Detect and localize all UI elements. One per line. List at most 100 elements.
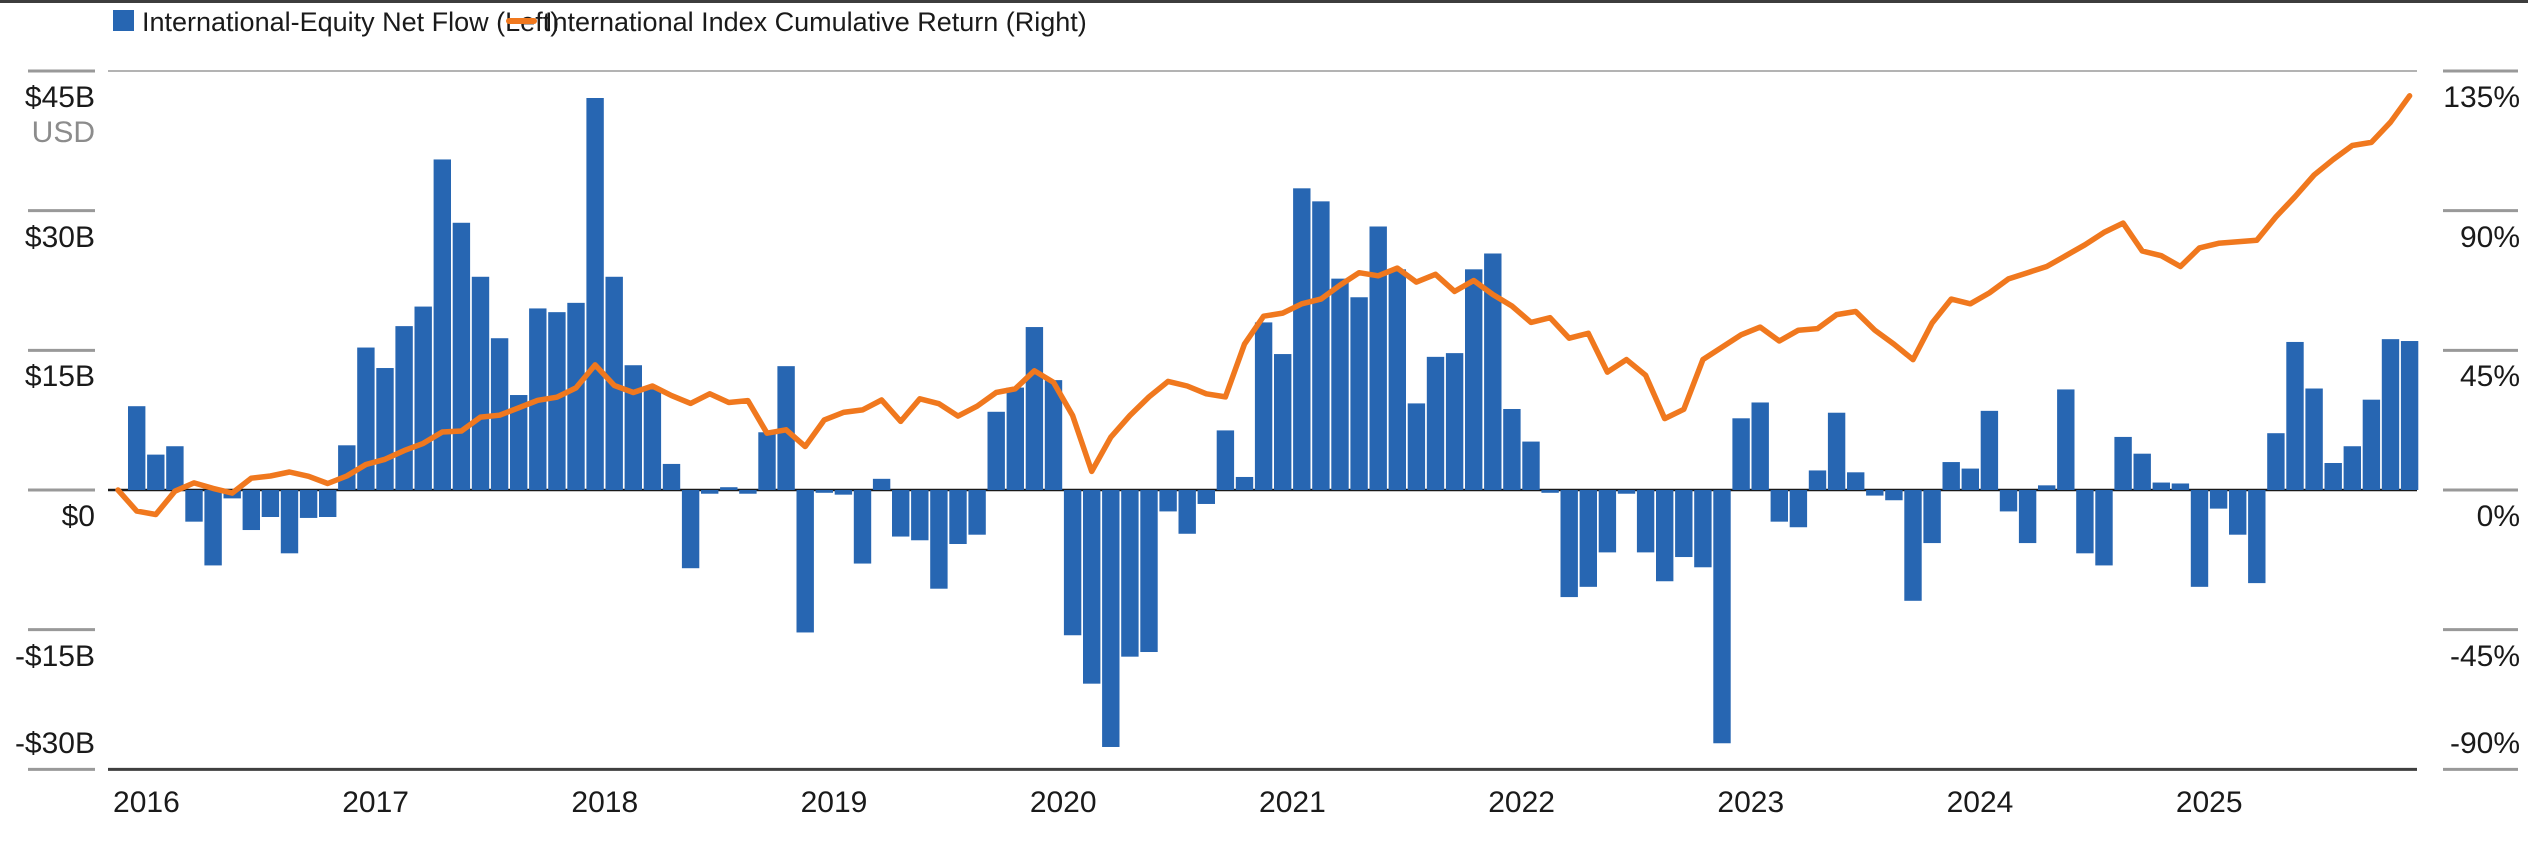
flow-bar-2023-05 (1808, 470, 1827, 490)
flow-bar-2025-04 (2248, 490, 2266, 584)
flow-bar-2024-03 (1999, 490, 2018, 512)
flow-bar-2017-09 (510, 395, 528, 490)
flow-bar-2018-09 (739, 490, 757, 494)
right-axis-tick-label: 0% (2476, 500, 2520, 533)
flow-bar-2018-08 (720, 487, 738, 490)
year-label-2018: 2018 (571, 786, 639, 819)
left-axis-tick-label: $45B (24, 81, 95, 114)
flow-bar-2021-07 (1388, 269, 1406, 490)
flow-bar-2022-05 (1579, 490, 1597, 587)
flow-bar-2020-03 (1083, 490, 1101, 684)
left-axis-tick-label: -$15B (14, 639, 95, 673)
top-rule (0, 0, 2528, 3)
flow-bar-2024-04 (2018, 490, 2037, 544)
flow-bar-2019-06 (911, 490, 929, 541)
flow-bar-2019-10 (987, 411, 1005, 490)
flow-bar-2020-10 (1216, 430, 1235, 490)
flow-bar-2023-03 (1770, 490, 1788, 522)
flow-bar-2019-03 (853, 490, 872, 564)
flow-bar-2025-10 (2362, 399, 2381, 490)
flow-series-swatch (113, 10, 134, 31)
flow-bar-2022-02 (1522, 441, 1540, 490)
flow-bar-2021-08 (1407, 403, 1426, 490)
flow-bar-2020-02 (1063, 490, 1082, 636)
year-label-2020: 2020 (1029, 786, 1097, 819)
flow-bar-2016-03 (166, 446, 184, 490)
flow-bar-2022-03 (1541, 490, 1559, 493)
flow-bar-2020-07 (1159, 490, 1177, 512)
cumulative-return-line (115, 93, 2413, 518)
flow-bar-2016-10 (299, 490, 318, 518)
right-axis-tick-label: 135% (2443, 81, 2520, 114)
flow-bar-2016-05 (204, 490, 222, 566)
flow-bar-2025-12 (2400, 341, 2419, 490)
flow-bar-2019-11 (1006, 387, 1024, 490)
year-label-2021: 2021 (1259, 786, 1326, 819)
flow-bar-2022-04 (1560, 490, 1578, 598)
flow-bar-2016-11 (319, 490, 337, 518)
left-axis-tick-label: $15B (24, 360, 95, 394)
flow-bar-2024-10 (2133, 453, 2151, 490)
flow-bar-2017-05 (433, 159, 451, 491)
year-label-2016: 2016 (113, 786, 180, 819)
flow-bar-2021-11 (1465, 269, 1483, 490)
left-axis-tick-label: -$30B (14, 727, 95, 761)
year-label-2017: 2017 (342, 786, 409, 819)
flow-bar-2017-03 (395, 326, 413, 490)
flow-bar-2024-07 (2076, 490, 2094, 554)
flow-bar-2019-05 (892, 490, 910, 537)
left-axis-unit-label: USD (31, 116, 95, 149)
flow-bar-2016-12 (338, 445, 356, 490)
flow-bar-2017-04 (414, 306, 432, 490)
flow-bar-2017-07 (471, 276, 490, 490)
flow-bar-2016-02 (147, 454, 165, 490)
flow-bar-2021-12 (1484, 253, 1502, 490)
flow-bar-2018-05 (662, 463, 681, 490)
flow-bar-2024-11 (2152, 482, 2170, 490)
flow-bar-2019-01 (815, 490, 833, 493)
flow-bar-2021-02 (1293, 188, 1311, 490)
flow-bar-2022-01 (1503, 408, 1521, 490)
left-axis-tick-label: $30B (24, 220, 95, 254)
flow-bar-2019-12 (1025, 327, 1044, 490)
flow-bar-2022-11 (1694, 490, 1712, 568)
flow-bar-2023-02 (1751, 402, 1769, 490)
flow-bar-2017-12 (567, 302, 585, 490)
left-axis-tick-label: $0 (61, 500, 95, 533)
right-axis-tick-label: -45% (2449, 639, 2520, 673)
flow-bar-2023-04 (1789, 490, 1808, 528)
flow-bar-2022-06 (1598, 490, 1617, 553)
flow-bar-2021-06 (1369, 226, 1387, 491)
flow-bar-2022-12 (1713, 490, 1731, 744)
flow-bar-2020-01 (1044, 380, 1063, 490)
flow-bar-2019-07 (930, 490, 948, 589)
flow-bar-2018-07 (701, 490, 719, 494)
flow-bar-2023-01 (1732, 418, 1750, 490)
flow-bar-2025-07 (2305, 388, 2323, 490)
flow-bar-2016-08 (261, 490, 280, 518)
flow-bar-2021-09 (1426, 356, 1445, 490)
right-axis-tick-label: 90% (2459, 220, 2520, 254)
flow-bar-2024-02 (1980, 410, 1999, 490)
flow-bar-2025-03 (2229, 490, 2247, 535)
flow-bar-2018-12 (796, 490, 814, 633)
right-axis-tick-label: -90% (2449, 727, 2520, 761)
flow-bar-2016-01 (128, 406, 146, 490)
flow-bar-2024-01 (1961, 468, 1979, 490)
flow-bar-2023-08 (1866, 490, 1884, 496)
right-axis-tick-label: 45% (2459, 360, 2520, 394)
year-label-2023: 2023 (1717, 786, 1785, 819)
flow-bar-2022-08 (1636, 490, 1655, 553)
flow-bar-2020-04 (1102, 490, 1120, 747)
year-label-2022: 2022 (1488, 786, 1555, 819)
flow-bar-2024-06 (2057, 389, 2075, 490)
flow-bar-2019-04 (872, 478, 891, 490)
flow-bar-2022-09 (1656, 490, 1674, 582)
flow-bar-2018-03 (624, 365, 642, 490)
flow-bar-2016-04 (185, 490, 203, 522)
flow-series-label: International-Equity Net Flow (Left) (142, 7, 560, 37)
flow-bar-2018-01 (586, 98, 604, 491)
flow-bar-2024-09 (2114, 436, 2132, 490)
